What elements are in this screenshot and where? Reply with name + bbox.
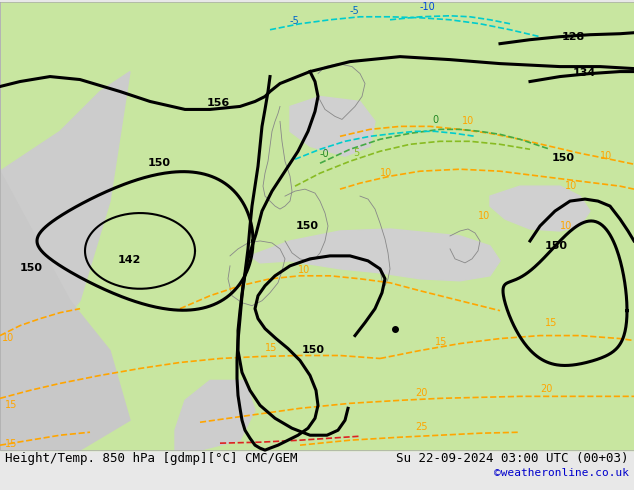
Text: ©weatheronline.co.uk: ©weatheronline.co.uk <box>494 468 629 478</box>
Text: 15: 15 <box>435 337 448 346</box>
Polygon shape <box>490 186 590 231</box>
Text: 10: 10 <box>462 117 474 126</box>
Polygon shape <box>290 97 375 156</box>
Text: Su 22-09-2024 03:00 UTC (00+03): Su 22-09-2024 03:00 UTC (00+03) <box>396 452 629 465</box>
Text: 142: 142 <box>118 255 141 265</box>
Text: 156: 156 <box>207 98 230 108</box>
Text: 15: 15 <box>545 318 557 328</box>
Text: 10: 10 <box>565 181 577 191</box>
Text: 10: 10 <box>478 211 490 221</box>
Text: 10: 10 <box>560 221 573 231</box>
Text: 10: 10 <box>380 168 392 178</box>
Text: 150: 150 <box>545 241 568 251</box>
Text: 10: 10 <box>2 333 14 343</box>
Text: -5: -5 <box>290 16 300 26</box>
Text: 15: 15 <box>5 439 17 449</box>
Text: 134: 134 <box>573 68 596 77</box>
Text: 150: 150 <box>20 263 43 273</box>
Text: -10: -10 <box>420 2 436 12</box>
Text: 150: 150 <box>552 153 575 163</box>
Text: 10: 10 <box>298 265 310 275</box>
Text: -5: -5 <box>350 6 359 16</box>
Text: 20: 20 <box>415 389 427 398</box>
Text: 5: 5 <box>353 148 359 158</box>
Text: 10: 10 <box>600 151 612 161</box>
Polygon shape <box>0 171 130 450</box>
Text: Height/Temp. 850 hPa [gdmp][°C] CMC/GEM: Height/Temp. 850 hPa [gdmp][°C] CMC/GEM <box>5 452 297 465</box>
Text: 15: 15 <box>5 400 17 410</box>
Polygon shape <box>175 380 255 450</box>
Text: 20: 20 <box>540 384 552 394</box>
Text: 0: 0 <box>432 115 438 125</box>
Text: 25: 25 <box>415 422 427 432</box>
Polygon shape <box>0 2 130 350</box>
Text: 150: 150 <box>148 158 171 168</box>
Text: 150: 150 <box>302 344 325 355</box>
Text: 128: 128 <box>562 32 585 42</box>
Text: 15: 15 <box>265 343 278 352</box>
Polygon shape <box>250 229 500 281</box>
Text: 150: 150 <box>296 221 319 231</box>
Text: -0: -0 <box>320 149 330 159</box>
